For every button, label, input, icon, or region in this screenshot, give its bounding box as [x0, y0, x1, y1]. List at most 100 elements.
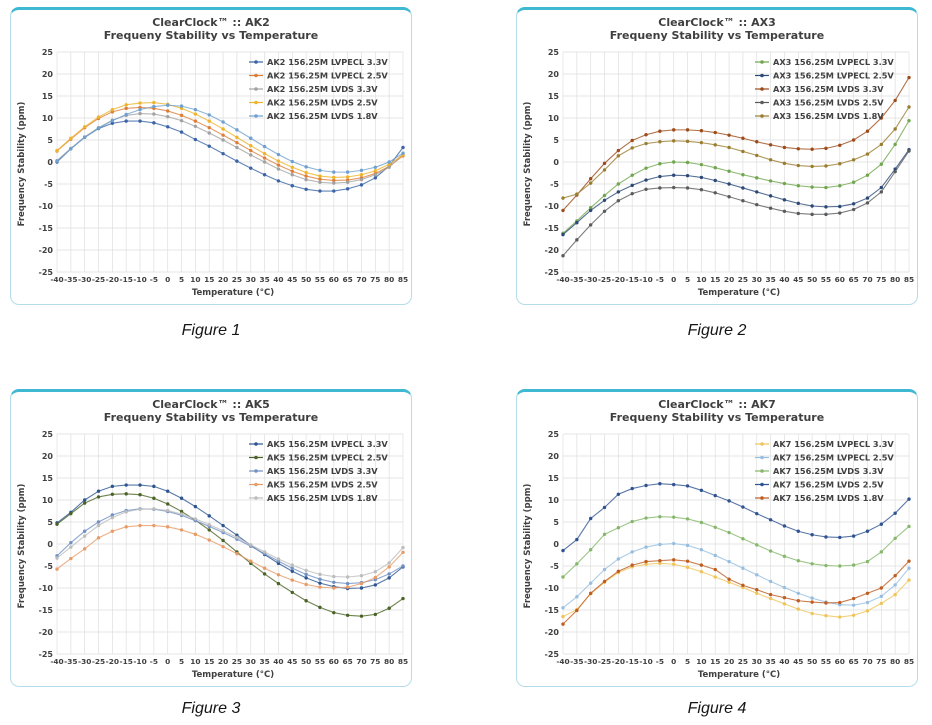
svg-text:0: 0 — [47, 158, 53, 167]
svg-text:85: 85 — [398, 657, 408, 666]
svg-text:-35: -35 — [64, 275, 77, 284]
svg-text:-30: -30 — [78, 275, 91, 284]
svg-text:AK2 156.25M LVDS 2.5V: AK2 156.25M LVDS 2.5V — [267, 97, 378, 107]
svg-text:70: 70 — [356, 275, 366, 284]
svg-text:30: 30 — [246, 275, 256, 284]
chart-panel-ak5: ClearClock™ :: AK5 Frequeny Stability vs… — [10, 389, 412, 687]
svg-text:10: 10 — [696, 275, 706, 284]
svg-text:45: 45 — [287, 275, 297, 284]
svg-text:25: 25 — [232, 657, 242, 666]
svg-text:-35: -35 — [570, 275, 583, 284]
chart-title: ClearClock™ :: AX3 — [658, 16, 776, 29]
svg-text:25: 25 — [42, 48, 54, 57]
svg-text:75: 75 — [370, 657, 380, 666]
svg-text:20: 20 — [42, 70, 54, 79]
chart-title: ClearClock™ :: AK5 — [152, 398, 270, 411]
svg-text:-15: -15 — [626, 657, 639, 666]
svg-text:50: 50 — [301, 657, 311, 666]
svg-text:40: 40 — [779, 275, 789, 284]
chart-subtitle: Frequeny Stability vs Temperature — [609, 411, 825, 424]
svg-text:50: 50 — [807, 657, 817, 666]
svg-text:65: 65 — [848, 275, 858, 284]
chart-subtitle: Frequeny Stability vs Temperature — [103, 411, 319, 424]
svg-text:40: 40 — [273, 275, 283, 284]
x-axis-label: Temperature (°C) — [697, 288, 781, 298]
svg-text:-15: -15 — [120, 275, 133, 284]
svg-text:-40: -40 — [50, 275, 63, 284]
svg-text:AK7 156.25M LVDS 1.8V: AK7 156.25M LVDS 1.8V — [773, 493, 884, 503]
svg-text:60: 60 — [329, 275, 339, 284]
svg-text:0: 0 — [165, 657, 170, 666]
x-axis-label: Temperature (°C) — [191, 670, 275, 680]
svg-text:0: 0 — [47, 540, 53, 549]
svg-text:-5: -5 — [550, 180, 559, 189]
y-axis-label: Frequency Stability (ppm) — [523, 101, 533, 227]
svg-text:-30: -30 — [584, 275, 597, 284]
svg-text:-15: -15 — [626, 275, 639, 284]
svg-text:-20: -20 — [545, 246, 560, 255]
svg-text:10: 10 — [190, 657, 200, 666]
chart-subtitle: Frequeny Stability vs Temperature — [103, 29, 319, 42]
svg-text:20: 20 — [724, 657, 734, 666]
svg-text:15: 15 — [42, 92, 54, 101]
svg-text:50: 50 — [301, 275, 311, 284]
svg-text:10: 10 — [696, 657, 706, 666]
svg-text:5: 5 — [47, 518, 53, 527]
svg-text:AK7 156.25M LVDS 2.5V: AK7 156.25M LVDS 2.5V — [773, 479, 884, 489]
svg-text:70: 70 — [862, 657, 872, 666]
y-axis-label: Frequency Stability (ppm) — [523, 483, 533, 609]
svg-text:AK5 156.25M LVPECL 3.3V: AK5 156.25M LVPECL 3.3V — [267, 439, 388, 449]
svg-text:-5: -5 — [44, 180, 53, 189]
svg-text:15: 15 — [204, 275, 214, 284]
svg-text:55: 55 — [821, 657, 831, 666]
svg-text:AK2 156.25M LVDS 1.8V: AK2 156.25M LVDS 1.8V — [267, 111, 378, 121]
svg-text:70: 70 — [356, 657, 366, 666]
chart-panel-ax3: ClearClock™ :: AX3 Frequeny Stability vs… — [516, 7, 918, 305]
svg-text:-25: -25 — [545, 268, 560, 277]
svg-text:-40: -40 — [556, 657, 569, 666]
svg-text:AX3 156.25M LVPECL 2.5V: AX3 156.25M LVPECL 2.5V — [773, 70, 894, 80]
svg-text:-10: -10 — [545, 584, 560, 593]
svg-text:45: 45 — [287, 657, 297, 666]
svg-text:25: 25 — [548, 48, 560, 57]
svg-text:-25: -25 — [598, 275, 611, 284]
svg-text:40: 40 — [273, 657, 283, 666]
svg-text:35: 35 — [765, 275, 775, 284]
svg-text:-20: -20 — [106, 275, 119, 284]
svg-text:75: 75 — [876, 657, 886, 666]
svg-text:5: 5 — [685, 657, 690, 666]
svg-text:-25: -25 — [39, 650, 54, 659]
svg-text:-5: -5 — [656, 275, 664, 284]
figure-caption-4: Figure 4 — [687, 700, 747, 717]
svg-text:-40: -40 — [556, 275, 569, 284]
svg-text:AK2 156.25M LVDS 3.3V: AK2 156.25M LVDS 3.3V — [267, 84, 378, 94]
svg-text:30: 30 — [752, 275, 762, 284]
svg-text:-5: -5 — [150, 275, 158, 284]
svg-text:55: 55 — [315, 657, 325, 666]
svg-text:25: 25 — [548, 430, 560, 439]
figure-caption-3: Figure 3 — [181, 700, 241, 717]
svg-text:-25: -25 — [598, 657, 611, 666]
svg-text:20: 20 — [218, 657, 228, 666]
svg-text:-35: -35 — [570, 657, 583, 666]
chart-panel-ak7: ClearClock™ :: AK7 Frequeny Stability vs… — [516, 389, 918, 687]
svg-text:-15: -15 — [545, 606, 560, 615]
svg-text:-25: -25 — [92, 275, 105, 284]
svg-text:85: 85 — [398, 275, 408, 284]
svg-text:75: 75 — [370, 275, 380, 284]
svg-text:10: 10 — [42, 496, 54, 505]
svg-text:20: 20 — [548, 452, 560, 461]
svg-text:35: 35 — [259, 275, 269, 284]
svg-text:AX3 156.25M LVDS 2.5V: AX3 156.25M LVDS 2.5V — [773, 97, 884, 107]
svg-text:AX3 156.25M LVPECL 3.3V: AX3 156.25M LVPECL 3.3V — [773, 57, 894, 67]
svg-text:15: 15 — [710, 657, 720, 666]
svg-text:AK5 156.25M LVDS 2.5V: AK5 156.25M LVDS 2.5V — [267, 479, 378, 489]
svg-text:-35: -35 — [64, 657, 77, 666]
svg-text:70: 70 — [862, 275, 872, 284]
svg-text:-15: -15 — [120, 657, 133, 666]
svg-text:-5: -5 — [44, 562, 53, 571]
svg-text:15: 15 — [548, 92, 560, 101]
